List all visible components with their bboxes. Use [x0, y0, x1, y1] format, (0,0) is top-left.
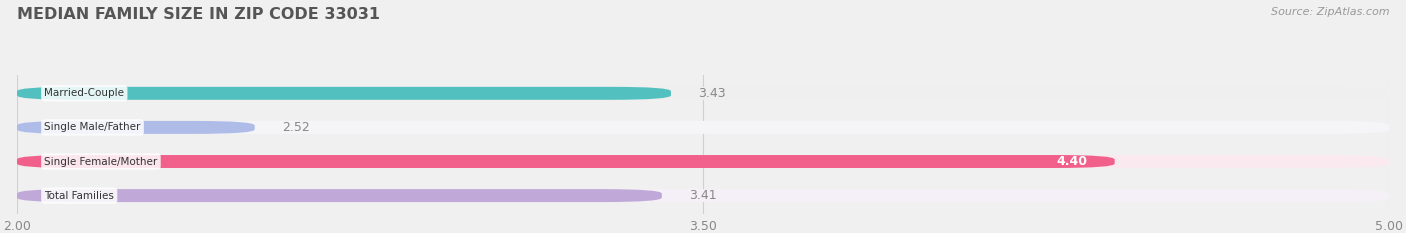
FancyBboxPatch shape [17, 189, 1389, 202]
FancyBboxPatch shape [17, 121, 1389, 134]
Text: 3.41: 3.41 [689, 189, 717, 202]
Text: 4.40: 4.40 [1056, 155, 1087, 168]
Text: Married-Couple: Married-Couple [45, 88, 124, 98]
Text: 2.52: 2.52 [283, 121, 309, 134]
FancyBboxPatch shape [17, 155, 1389, 168]
Text: 3.43: 3.43 [699, 87, 725, 100]
Text: Total Families: Total Families [45, 191, 114, 201]
FancyBboxPatch shape [17, 87, 1389, 100]
Text: Source: ZipAtlas.com: Source: ZipAtlas.com [1271, 7, 1389, 17]
FancyBboxPatch shape [17, 189, 662, 202]
FancyBboxPatch shape [17, 121, 254, 134]
FancyBboxPatch shape [17, 87, 671, 100]
FancyBboxPatch shape [17, 155, 1115, 168]
Text: Single Female/Mother: Single Female/Mother [45, 157, 157, 167]
Text: MEDIAN FAMILY SIZE IN ZIP CODE 33031: MEDIAN FAMILY SIZE IN ZIP CODE 33031 [17, 7, 380, 22]
Text: Single Male/Father: Single Male/Father [45, 122, 141, 132]
